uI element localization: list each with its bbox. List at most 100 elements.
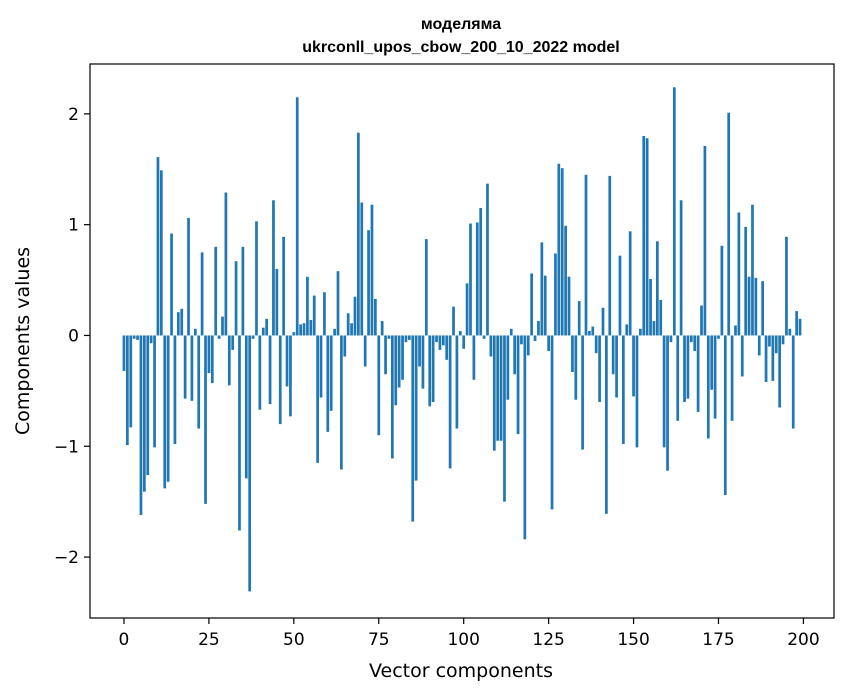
bar <box>143 335 146 492</box>
bar <box>479 208 483 336</box>
bar <box>374 298 377 336</box>
bar <box>666 335 669 471</box>
bar <box>605 335 608 514</box>
bar <box>574 335 578 400</box>
bar <box>183 335 187 399</box>
bar <box>176 312 180 336</box>
bar <box>550 335 554 510</box>
bar <box>214 246 218 336</box>
x-tick-label: 25 <box>198 630 220 650</box>
chart-title-line2: ukrconll_upos_cbow_200_10_2022 model <box>302 39 619 56</box>
bar <box>642 136 646 336</box>
bar <box>180 308 184 336</box>
bar <box>537 321 540 336</box>
bar <box>795 311 798 336</box>
y-axis-ticks: −2 −1 0 1 2 <box>54 105 90 568</box>
bar <box>506 335 510 400</box>
x-tick-label: 100 <box>447 630 479 650</box>
bar <box>601 307 605 336</box>
bar <box>258 335 262 410</box>
x-tick-label: 200 <box>787 630 819 650</box>
bar <box>323 292 326 336</box>
bar <box>771 335 775 381</box>
bar <box>720 245 724 336</box>
bar <box>255 221 258 336</box>
bar <box>238 335 241 531</box>
bar <box>700 305 703 336</box>
bar <box>438 335 442 350</box>
bar <box>676 335 680 421</box>
bars-group <box>122 87 802 592</box>
bar <box>261 327 265 336</box>
bar <box>397 335 401 388</box>
bar <box>146 335 150 476</box>
bar <box>234 261 238 336</box>
bar <box>329 335 333 411</box>
bar <box>340 335 343 470</box>
bar <box>336 271 340 336</box>
bar <box>418 335 421 367</box>
bar <box>363 335 367 367</box>
bar <box>251 335 255 339</box>
bar <box>492 335 496 451</box>
bar <box>370 204 374 336</box>
bar <box>768 335 771 347</box>
x-tick-label: 125 <box>532 630 564 650</box>
bar <box>299 324 302 336</box>
bar <box>289 335 292 417</box>
bar <box>159 170 163 336</box>
y-tick-label: 2 <box>68 105 79 125</box>
bar <box>533 335 537 341</box>
bar <box>754 277 758 336</box>
bar <box>781 335 785 345</box>
bar <box>751 204 754 336</box>
bar <box>788 328 792 336</box>
bar <box>557 163 561 336</box>
bar <box>761 281 765 336</box>
bar <box>312 295 316 336</box>
bar <box>475 222 479 336</box>
bar <box>139 335 143 515</box>
bar <box>401 335 404 380</box>
bar <box>204 335 207 504</box>
bar <box>571 335 574 373</box>
bar <box>268 335 272 405</box>
bar <box>394 335 398 406</box>
x-tick-label: 0 <box>119 630 130 650</box>
bar <box>302 323 306 336</box>
bar <box>248 335 252 592</box>
bar <box>523 335 527 540</box>
bar <box>404 335 408 343</box>
bar <box>272 200 275 336</box>
bar <box>414 335 418 481</box>
bar <box>357 132 360 336</box>
x-tick-label: 75 <box>368 630 390 650</box>
bar <box>224 192 228 336</box>
bar <box>360 202 364 336</box>
y-tick-label: −1 <box>54 437 79 457</box>
bar <box>129 335 133 428</box>
bar <box>482 335 486 339</box>
bar <box>156 157 160 336</box>
bar <box>197 335 201 429</box>
bar <box>774 335 778 354</box>
bar <box>353 296 357 336</box>
bar <box>411 335 415 522</box>
bar <box>764 335 768 382</box>
bar <box>723 335 727 496</box>
bar <box>295 97 299 336</box>
bar <box>730 335 734 421</box>
bar <box>265 318 269 336</box>
x-axis-ticks: 0 25 50 75 100 125 150 175 200 <box>119 618 820 650</box>
bar <box>564 225 567 336</box>
bar <box>645 138 649 336</box>
bar <box>686 335 690 399</box>
bar <box>710 335 714 390</box>
bar <box>448 335 452 469</box>
bar <box>441 335 445 346</box>
bar <box>652 321 656 336</box>
bar <box>683 335 686 402</box>
bar <box>655 241 659 336</box>
bar <box>581 335 584 450</box>
